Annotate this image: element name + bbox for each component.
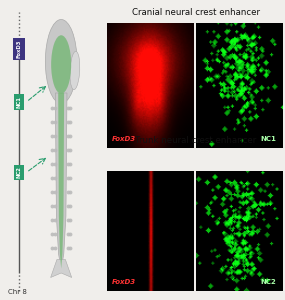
Ellipse shape [45,20,77,103]
FancyBboxPatch shape [14,165,24,180]
Polygon shape [51,260,72,278]
FancyBboxPatch shape [14,94,24,110]
FancyBboxPatch shape [13,38,25,60]
Text: NC1: NC1 [17,96,21,108]
Polygon shape [55,93,67,270]
Text: NC1: NC1 [260,136,276,142]
Text: FoxD3: FoxD3 [17,40,21,59]
Polygon shape [58,93,64,268]
Ellipse shape [51,35,71,94]
Text: FoxD3: FoxD3 [112,279,136,285]
Text: NC2: NC2 [260,279,276,285]
Text: Cranial neural crest enhancer: Cranial neural crest enhancer [132,8,260,17]
Text: NC2: NC2 [17,167,21,178]
Text: FoxD3: FoxD3 [112,136,136,142]
Text: Trunk neural crest enhancer: Trunk neural crest enhancer [135,136,256,145]
Ellipse shape [70,51,80,90]
Text: Chr 8: Chr 8 [9,290,27,296]
